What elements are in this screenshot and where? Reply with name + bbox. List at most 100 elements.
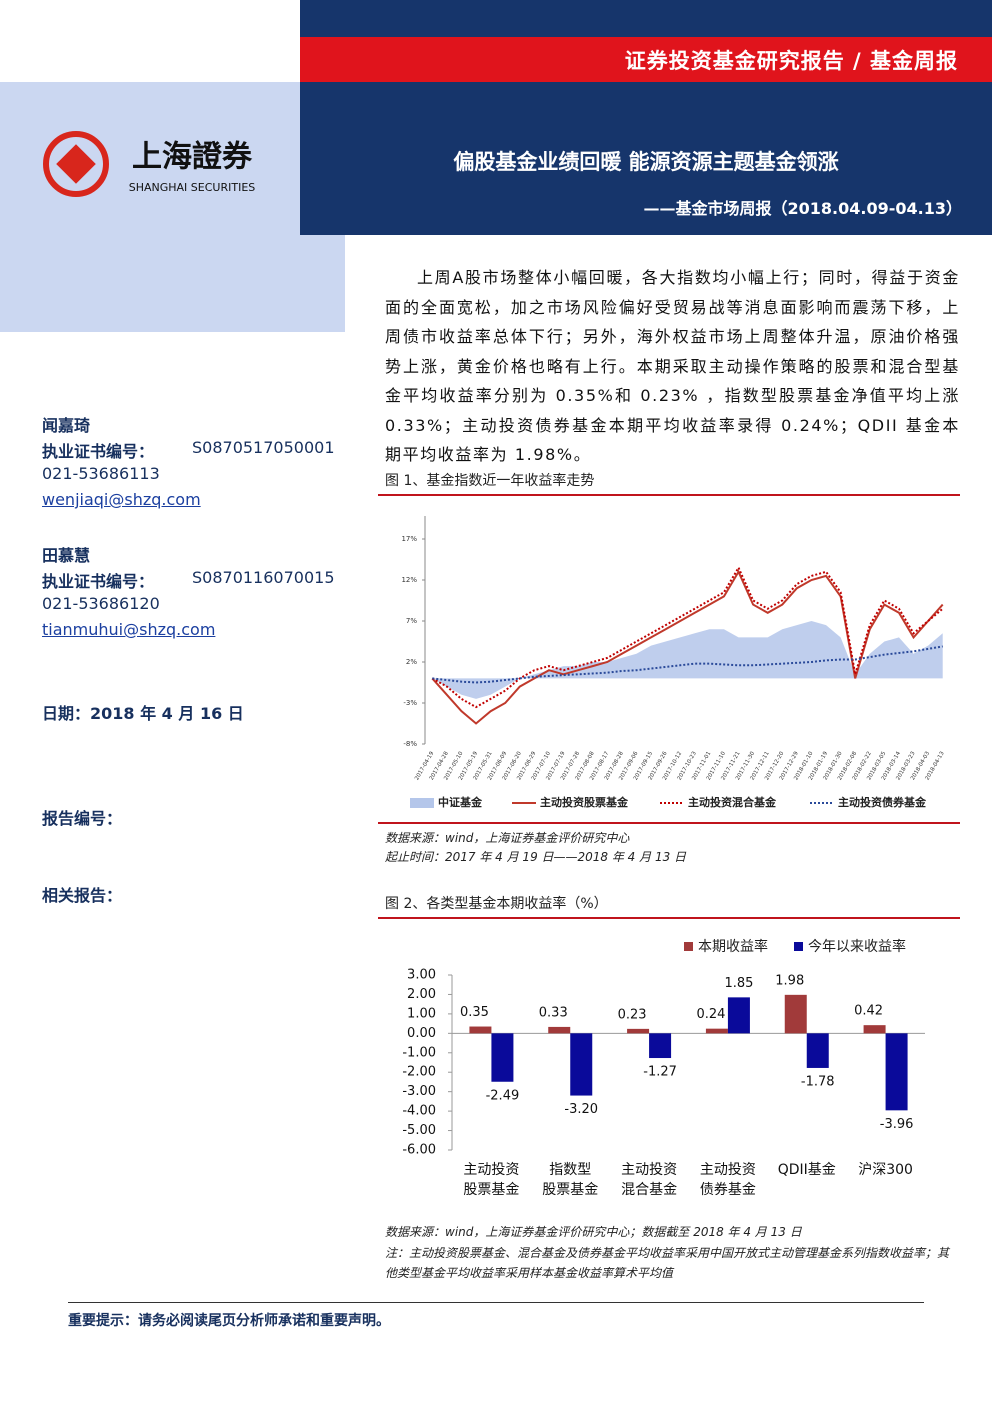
y-tick-label: -3.00 bbox=[402, 1084, 436, 1099]
email: tianmuhui@shzq.com bbox=[42, 620, 216, 639]
area bbox=[432, 621, 943, 699]
value-label: 0.23 bbox=[618, 1007, 647, 1022]
author-name: 闻嘉琦 bbox=[42, 416, 91, 435]
y-tick-label: 1.00 bbox=[407, 1006, 436, 1021]
bar bbox=[784, 994, 807, 1034]
value-label: 0.24 bbox=[696, 1007, 725, 1022]
line bbox=[431, 565, 944, 709]
bar bbox=[705, 1028, 728, 1034]
bar bbox=[863, 1025, 886, 1034]
logo-en: SHANGHAI SECURITIES bbox=[129, 181, 256, 194]
y-tick-label: -6.00 bbox=[402, 1143, 436, 1158]
value-label: 1.85 bbox=[724, 976, 753, 991]
value-label: 0.42 bbox=[854, 1004, 883, 1019]
legend-swatch bbox=[684, 942, 693, 951]
bar bbox=[570, 1033, 593, 1096]
value-label: -2.49 bbox=[486, 1088, 520, 1103]
report-no: 报告编号： bbox=[42, 809, 123, 828]
cert-label: 执业证书编号： bbox=[42, 442, 155, 461]
rule bbox=[378, 494, 960, 496]
footer-rule bbox=[68, 1302, 924, 1303]
line bbox=[432, 645, 943, 684]
bar bbox=[885, 1033, 908, 1111]
y-tick-label: 17% bbox=[401, 535, 417, 543]
value-label: -1.78 bbox=[801, 1074, 835, 1089]
y-tick-label: -5.00 bbox=[402, 1123, 436, 1138]
footer: 重要提示：请务必阅读尾页分析师承诺和重要声明。 bbox=[68, 1313, 390, 1329]
y-tick-label: 2% bbox=[406, 658, 417, 666]
legend-swatch bbox=[794, 942, 803, 951]
source-note: 数据来源：wind，上海证券基金评价研究中心；数据截至 2018 年 4 月 1… bbox=[385, 1225, 802, 1239]
y-tick-label: -1.00 bbox=[402, 1045, 436, 1060]
email: wenjiaqi@shzq.com bbox=[42, 490, 201, 509]
x-tick-label: 混合基金 bbox=[621, 1181, 677, 1198]
x-tick-label: 主动投资 bbox=[621, 1162, 677, 1178]
x-tick-label: QDII基金 bbox=[778, 1161, 836, 1178]
y-tick-label: -8% bbox=[403, 740, 417, 748]
x-tick-label: 股票基金 bbox=[542, 1181, 598, 1198]
legend-swatch bbox=[410, 798, 434, 808]
header-stripe bbox=[300, 37, 992, 82]
legend-label: 中证基金 bbox=[438, 795, 483, 809]
value-label: -3.96 bbox=[880, 1117, 914, 1132]
phone: 021-53686113 bbox=[42, 464, 160, 483]
related: 相关报告： bbox=[42, 886, 123, 905]
logo-ring bbox=[43, 131, 109, 197]
bar bbox=[649, 1033, 672, 1059]
value-label: 1.98 bbox=[775, 973, 804, 988]
y-tick-label: -4.00 bbox=[402, 1104, 436, 1119]
author-name: 田慕慧 bbox=[42, 546, 91, 565]
source-note: 注：主动投资股票基金、混合基金及债券基金平均收益率采用中国开放式主动管理基金系列… bbox=[385, 1246, 950, 1280]
legend-label: 主动投资股票基金 bbox=[540, 795, 629, 809]
logo: 上海證券 SHANGHAI SECURITIES bbox=[43, 131, 256, 197]
cert-label: 执业证书编号： bbox=[42, 572, 155, 591]
bar bbox=[806, 1033, 829, 1068]
report-subtitle: ——基金市场周报（2018.04.09-04.13） bbox=[643, 199, 962, 218]
bar bbox=[548, 1026, 571, 1034]
legend-label: 本期收益率 bbox=[698, 938, 768, 955]
report-title: 偏股基金业绩回暖 能源资源主题基金领涨 bbox=[453, 150, 839, 174]
figure-title: 图 2、各类型基金本期收益率（%） bbox=[385, 896, 608, 912]
rule bbox=[378, 822, 960, 824]
bar bbox=[491, 1033, 514, 1082]
x-tick-label: 沪深300 bbox=[858, 1162, 913, 1178]
legend-label: 今年以来收益率 bbox=[808, 938, 906, 955]
bar bbox=[627, 1028, 650, 1034]
y-tick-label: 7% bbox=[406, 617, 417, 625]
chart: -8%-3%2%7%12%17%2017-04-192017-04-282017… bbox=[401, 516, 946, 809]
report-type: 证券投资基金研究报告 / 基金周报 bbox=[624, 49, 958, 73]
side-panel bbox=[0, 82, 345, 332]
y-tick-label: -3% bbox=[403, 699, 417, 707]
cert-number: S0870116070015 bbox=[192, 568, 335, 587]
legend-label: 主动投资混合基金 bbox=[688, 795, 777, 809]
rule bbox=[378, 917, 960, 919]
y-tick-label: 2.00 bbox=[407, 987, 436, 1002]
y-tick-label: 3.00 bbox=[407, 968, 436, 983]
bar bbox=[727, 997, 750, 1034]
summary: 上周A股市场整体小幅回暖，各大指数均小幅上行；同时，得益于资金面的全面宽松，加之… bbox=[385, 268, 960, 464]
y-tick-label: -2.00 bbox=[402, 1065, 436, 1080]
source-note: 起止时间：2017 年 4 月 19 日——2018 年 4 月 13 日 bbox=[385, 850, 687, 864]
source-note: 数据来源：wind，上海证券基金评价研究中心 bbox=[385, 831, 630, 845]
x-tick-label: 股票基金 bbox=[463, 1181, 519, 1198]
chart: 3.00 2.00 1.00 0.00 -1.00 -2.00 -3.00 -4.00 -5.0… bbox=[402, 938, 925, 1198]
figure-title: 图 1、基金指数近一年收益率走势 bbox=[385, 473, 595, 489]
bar bbox=[469, 1026, 492, 1034]
cert-number: S0870517050001 bbox=[192, 438, 335, 457]
y-tick-label: 12% bbox=[401, 576, 417, 584]
value-label: 0.33 bbox=[539, 1005, 568, 1020]
phone: 021-53686120 bbox=[42, 594, 160, 613]
legend-label: 主动投资债券基金 bbox=[838, 795, 927, 809]
x-tick-label: 主动投资 bbox=[463, 1162, 519, 1178]
y-tick-label: 0.00 bbox=[407, 1026, 436, 1041]
logo-diamond bbox=[56, 144, 96, 184]
value-label: -3.20 bbox=[564, 1102, 598, 1117]
line bbox=[431, 569, 944, 725]
date: 日期：2018 年 4 月 16 日 bbox=[42, 704, 244, 723]
x-tick-label: 主动投资 bbox=[700, 1162, 756, 1178]
value-label: -1.27 bbox=[643, 1065, 677, 1080]
x-tick-label: 指数型 bbox=[549, 1162, 591, 1178]
value-label: 0.35 bbox=[460, 1005, 489, 1020]
x-tick-label: 债券基金 bbox=[700, 1181, 756, 1198]
